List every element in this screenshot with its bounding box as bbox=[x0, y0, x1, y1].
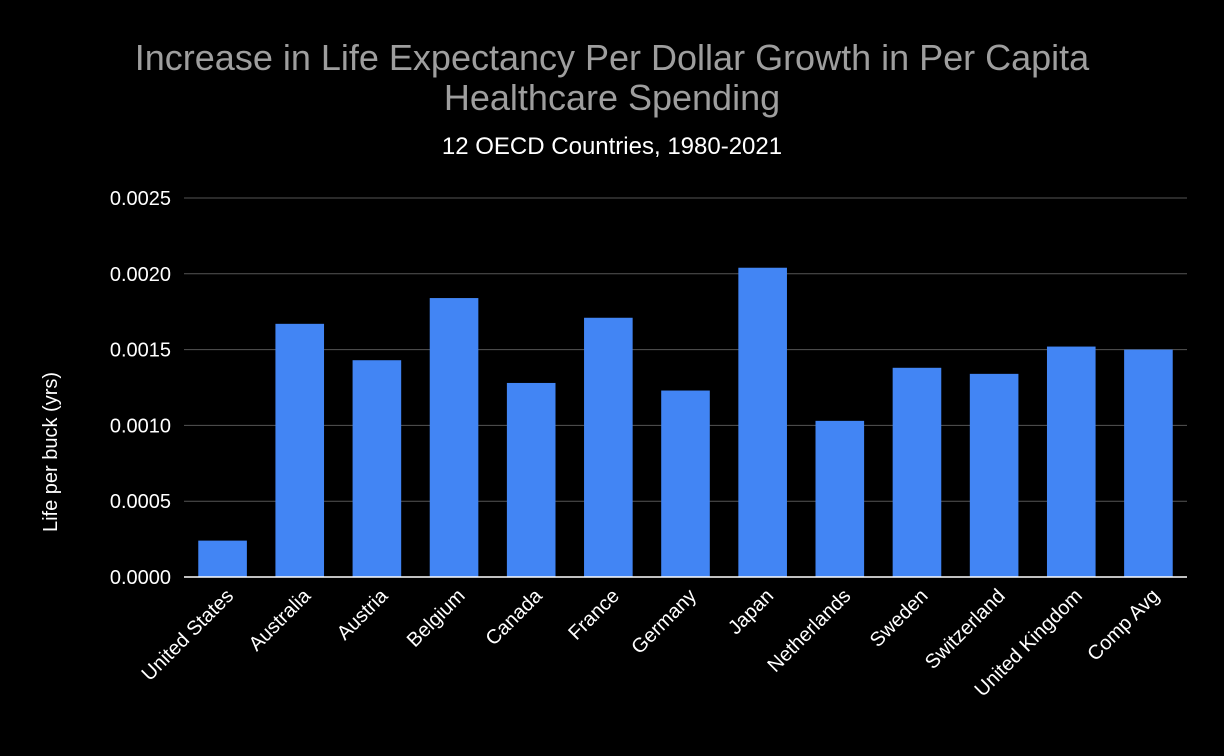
y-tick-label: 0.0015 bbox=[110, 340, 171, 362]
bars bbox=[198, 267, 1173, 577]
chart-title-line-1: Increase in Life Expectancy Per Dollar G… bbox=[135, 37, 1090, 78]
y-tick-label: 0.0025 bbox=[110, 188, 171, 210]
chart-title-line-2: Healthcare Spending bbox=[444, 77, 780, 118]
bar-canada bbox=[506, 382, 556, 577]
y-tick-label: 0.0005 bbox=[110, 491, 171, 513]
bar-france bbox=[584, 317, 633, 577]
y-tick-label: 0.0010 bbox=[110, 415, 171, 437]
bar-switzerland bbox=[969, 373, 1019, 577]
y-tick-label: 0.0020 bbox=[110, 264, 171, 286]
bar-australia bbox=[275, 323, 325, 577]
bar-japan bbox=[738, 267, 787, 577]
bar-comp-avg bbox=[1124, 349, 1173, 577]
y-tick-label: 0.0000 bbox=[110, 567, 171, 589]
y-axis-title: Life per buck (yrs) bbox=[40, 372, 62, 532]
chart-subtitle: 12 OECD Countries, 1980-2021 bbox=[442, 133, 782, 160]
bar-belgium bbox=[429, 298, 479, 577]
bar-united-states bbox=[198, 540, 247, 577]
bar-netherlands bbox=[815, 420, 865, 577]
bar-united-kingdom bbox=[1046, 346, 1096, 577]
y-axis-ticks: 0.0000 0.0005 0.0010 0.0015 0.0020 0.0025 bbox=[110, 188, 171, 589]
bar-sweden bbox=[892, 367, 942, 577]
bar-germany bbox=[661, 390, 710, 577]
bar-austria bbox=[352, 360, 402, 577]
